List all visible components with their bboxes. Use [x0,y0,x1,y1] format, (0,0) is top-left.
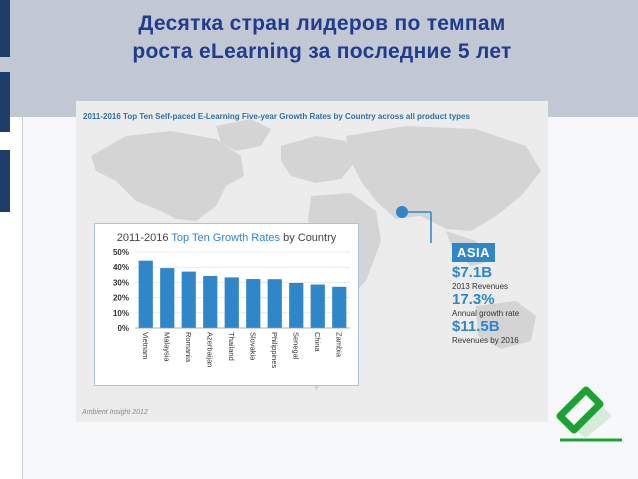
growth-bar-chart: 0% 10% 20% 30% 40% 50% Vietnam Malaysia Romania A… [113,248,350,369]
chart-title-highlight: Top Ten Growth Rates [171,232,281,244]
slide-title-line-2: роста eLearning за последние 5 лет [132,40,512,63]
growth-rate-value: 17.3% [452,291,495,308]
slide-header [0,0,638,117]
x-tick-label-malaysia: Malaysia [162,332,171,362]
x-tick-label-china: China [313,332,322,352]
x-tick-label-philippines: Philippines [270,332,279,369]
bar-romania [181,271,196,328]
map-australia [476,301,536,349]
y-tick-label: 50% [113,248,129,257]
bar-china [310,284,325,328]
bar-zambia [332,286,347,328]
slide-title: Десятка стран лидеров по темпам роста eL… [62,10,582,66]
infographic-title: 2011-2016 Top Ten Self-paced E-Learning … [83,112,470,121]
y-tick-label: 30% [113,278,129,287]
green-check-logo-icon [556,386,622,442]
revenue-2013-label: 2013 Revenues [452,282,509,291]
x-tick-label-slovakia: Slovakia [248,332,257,361]
bar-slovakia [246,279,261,328]
x-tick-label-zambia: Zambia [334,332,343,358]
chart-title: 2011-2016 Top Ten Growth Rates by Countr… [95,232,358,244]
source-credit: Ambient Insight 2012 [82,409,148,416]
x-tick-label-azerbaijan: Azerbaijan [205,332,214,367]
asia-location-marker [396,206,408,218]
bar-senegal [289,283,304,328]
x-tick-label-thailand: Thailand [227,332,236,361]
bar-azerbaijan [203,276,218,328]
slide-title-line-1: Десятка стран лидеров по темпам [138,12,506,35]
y-tick-label: 40% [113,263,129,272]
chart-title-suffix: by Country [280,232,337,244]
infographic: 2011-2016 Top Ten Self-paced E-Learning … [76,101,548,422]
growth-chart-panel: 2011-2016 Top Ten Growth Rates by Countr… [94,223,359,386]
left-accent-bar-top [0,0,10,57]
left-accent-bar-middle [0,72,10,132]
revenue-2013-value: $7.1B [452,264,493,281]
bar-thailand [224,277,239,328]
chart-title-prefix: 2011-2016 [116,232,172,244]
y-tick-label: 10% [113,309,129,318]
x-tick-label-romania: Romania [184,332,193,363]
bar-philippines [267,279,282,328]
x-tick-label-vietnam: Vietnam [141,332,150,359]
growth-rate-label: Annual growth rate [452,309,520,318]
revenue-2016-value: $11.5B [452,318,500,335]
map-asia [346,126,541,231]
map-north-america [91,131,244,221]
revenue-2016-label: Revenues by 2016 [452,336,519,345]
y-tick-label: 20% [113,294,129,303]
map-greenland [216,119,271,151]
bar-vietnam [138,260,153,328]
y-tick-label: 0% [117,324,129,333]
bar-malaysia [160,268,175,328]
map-europe [281,136,356,183]
x-tick-label-senegal: Senegal [291,332,300,360]
region-badge: ASIA [452,243,496,262]
left-accent-bar-bottom [0,150,10,212]
